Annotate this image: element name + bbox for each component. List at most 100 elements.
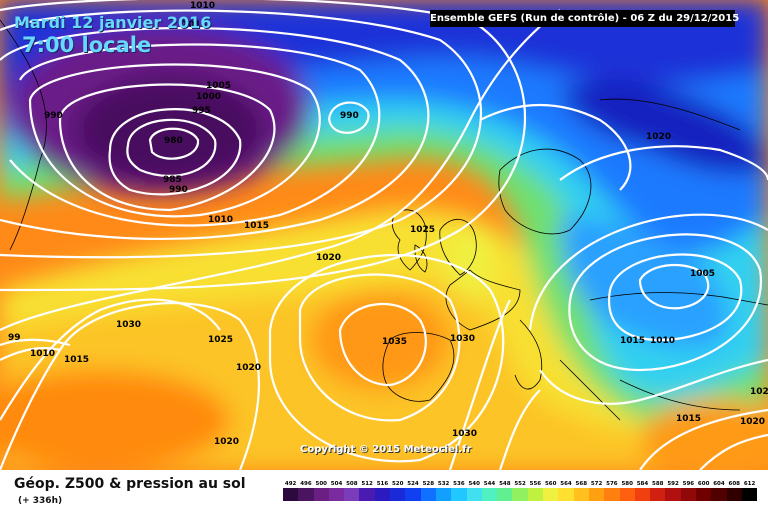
legend-swatch: [313, 488, 329, 501]
isobar-label: 985: [163, 175, 182, 185]
legend-label: 544: [483, 481, 496, 487]
isobar-label: 1015: [64, 355, 89, 365]
legend-item: 492: [283, 480, 299, 501]
legend-swatch: [543, 488, 559, 501]
legend-label: 492: [284, 481, 297, 487]
isobar-label: 1020: [316, 253, 341, 263]
isobar-label: 1035: [382, 337, 407, 347]
legend-swatch: [696, 488, 712, 501]
legend-item: 512: [359, 480, 375, 501]
isobar-label: 990: [340, 111, 359, 121]
legend-swatch: [344, 488, 360, 501]
forecast-time: 7:00 locale: [22, 33, 152, 57]
legend-swatch: [481, 488, 498, 501]
legend-label: 500: [315, 481, 327, 487]
legend-label: 524: [407, 481, 419, 487]
legend-swatch: [451, 488, 467, 501]
legend-label: 612: [743, 481, 756, 487]
legend-label: 512: [361, 481, 373, 487]
legend-item: 568: [573, 480, 589, 501]
legend-item: 596: [680, 480, 697, 501]
legend-swatch: [726, 488, 742, 501]
legend-label: 532: [437, 481, 450, 487]
legend-swatch: [512, 488, 528, 501]
legend-item: 508: [344, 480, 360, 501]
isobar-label: 1025: [208, 335, 233, 345]
legend-item: 532: [435, 480, 452, 501]
isobar-label: 1030: [450, 334, 475, 344]
legend-item: 588: [650, 480, 666, 501]
isobars: [0, 0, 768, 470]
legend-label: 552: [514, 481, 526, 487]
legend-label: 592: [667, 481, 679, 487]
legend-item: 540: [466, 480, 482, 501]
legend-item: 592: [665, 480, 681, 501]
legend-swatch: [390, 488, 406, 501]
legend-label: 556: [529, 481, 542, 487]
isobar-label: 1020: [214, 437, 239, 447]
isobar-labels: 1010 1015 1005 1000 995 990 980 985 990 …: [8, 1, 768, 447]
legend-swatch: [435, 488, 452, 501]
legend-swatch: [374, 488, 391, 501]
legend-item: 520: [390, 480, 406, 501]
legend-item: 516: [374, 480, 391, 501]
legend-item: 576: [604, 480, 620, 501]
isobar-label: 1015: [182, 20, 207, 30]
isobar-label: 1015: [620, 336, 645, 346]
legend-label: 508: [346, 481, 358, 487]
legend-swatch: [328, 488, 345, 501]
legend-item: 584: [634, 480, 651, 501]
legend-label: 608: [728, 481, 740, 487]
legend-swatch: [283, 488, 299, 501]
legend-item: 496: [298, 480, 314, 501]
isobar-label: 1015: [676, 414, 701, 424]
isobar-label: 1025: [410, 225, 435, 235]
legend-item: 500: [313, 480, 329, 501]
isobar-label: 1020: [740, 417, 765, 427]
legend-label: 588: [652, 481, 664, 487]
isobar-label: 1020: [646, 132, 671, 142]
legend-item: 548: [497, 480, 513, 501]
weather-map: 1010 1015 1005 1000 995 990 980 985 990 …: [0, 0, 768, 470]
legend-item: 572: [588, 480, 605, 501]
legend-swatch: [558, 488, 574, 501]
model-run-banner: Ensemble GEFS (Run de contrôle) - 06 Z d…: [430, 10, 739, 27]
legend-label: 584: [636, 481, 649, 487]
legend-item: 564: [558, 480, 574, 501]
legend-item: 544: [481, 480, 498, 501]
isobar-label: 1015: [244, 221, 269, 231]
legend-label: 520: [391, 481, 404, 487]
forecast-lead: (+ 336h): [18, 496, 63, 506]
isobar-label: 980: [164, 136, 183, 146]
legend-item: 612: [741, 480, 758, 501]
forecast-date: Mardi 12 janvier 2016: [14, 13, 212, 32]
legend-label: 560: [544, 481, 557, 487]
isobar-label: 1005: [690, 269, 715, 279]
legend-swatch: [650, 488, 666, 501]
legend-label: 604: [713, 481, 725, 487]
color-legend: 492 496 500 504 508 512 516 520 524 528 532 536 540 5…: [283, 480, 758, 501]
legend-label: 540: [468, 481, 480, 487]
isobar-label: 1005: [206, 81, 231, 91]
legend-label: 516: [376, 481, 389, 487]
isobar-label: 1020: [750, 387, 768, 397]
isobar-label: 1030: [116, 320, 141, 330]
legend-label: 504: [330, 481, 343, 487]
isobar-label: 1010: [190, 1, 215, 11]
legend-swatch: [466, 488, 482, 501]
legend-item: 600: [696, 480, 712, 501]
isobar-label: 1020: [236, 363, 261, 373]
legend-swatch: [359, 488, 375, 501]
legend-swatch: [741, 488, 758, 501]
legend-label: 576: [606, 481, 618, 487]
legend-label: 596: [682, 481, 695, 487]
legend-swatch: [420, 488, 436, 501]
map-canvas: 1010 1015 1005 1000 995 990 980 985 990 …: [0, 0, 768, 470]
legend-item: 604: [711, 480, 727, 501]
legend-swatch: [604, 488, 620, 501]
legend-item: 560: [543, 480, 559, 501]
legend-label: 536: [453, 481, 465, 487]
map-title: Géop. Z500 & pression au sol: [14, 476, 246, 492]
isobar-label: 1010: [208, 215, 233, 225]
map-footer: Géop. Z500 & pression au sol (+ 336h) 49…: [0, 470, 768, 512]
